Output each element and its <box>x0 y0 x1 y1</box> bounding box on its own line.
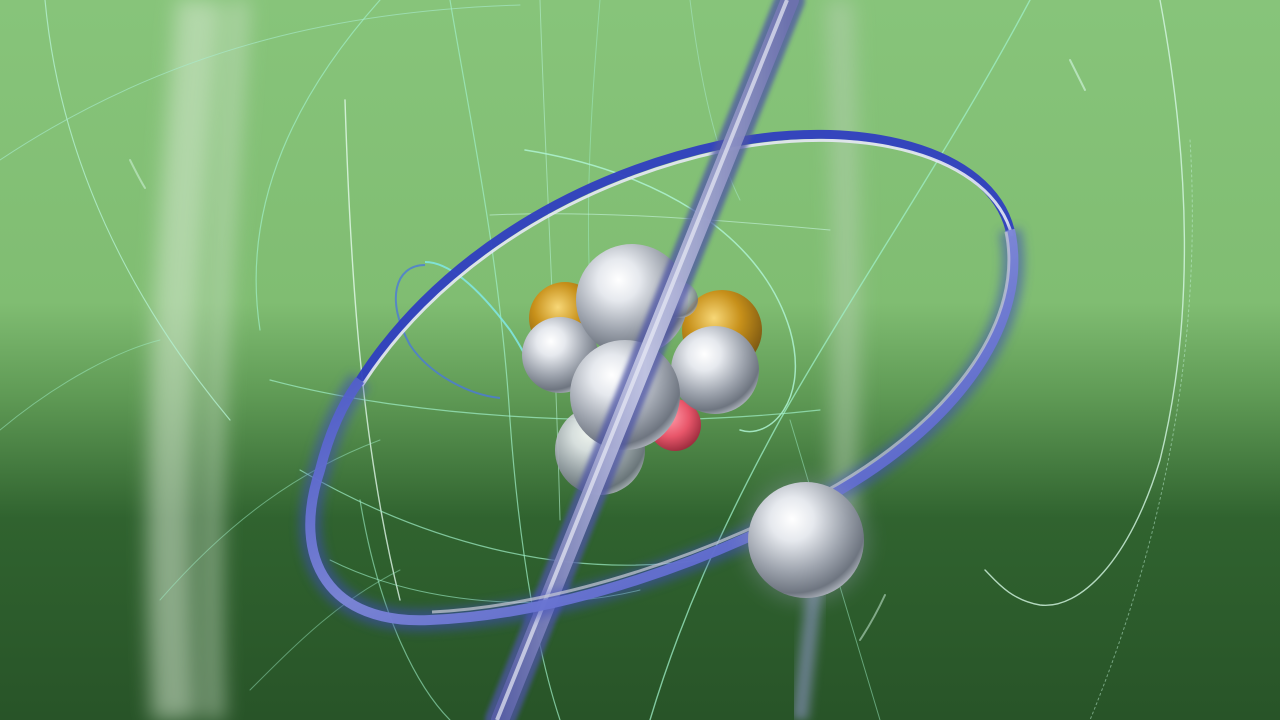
nucleus-particle <box>671 326 759 414</box>
electron <box>744 478 868 602</box>
blurred-strands <box>147 0 860 720</box>
orbit-ring-back <box>356 129 1015 387</box>
orbit-ring-front <box>299 227 1025 632</box>
electron-sphere <box>748 482 864 598</box>
